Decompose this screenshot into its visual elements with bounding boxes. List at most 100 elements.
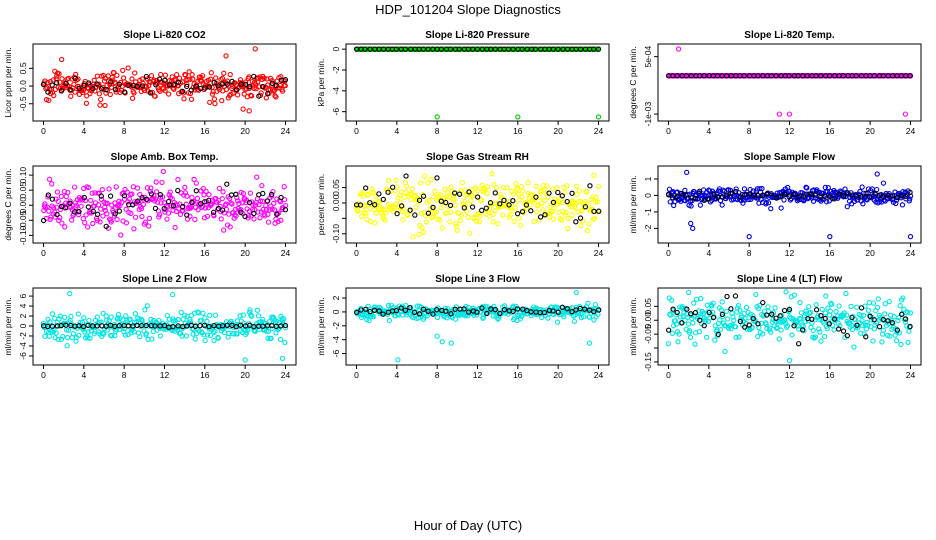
data-point — [518, 183, 525, 190]
reference-point — [107, 193, 114, 199]
data-point — [265, 328, 272, 334]
reference-point — [528, 309, 534, 315]
data-point — [811, 335, 817, 341]
outlier-point — [573, 289, 579, 296]
data-point — [47, 216, 53, 223]
data-point — [49, 181, 55, 187]
data-point — [484, 184, 491, 190]
main-title: HDP_101204 Slope Diagnostics — [375, 2, 561, 17]
data-point — [226, 330, 232, 337]
data-point — [719, 202, 725, 208]
reference-point — [219, 81, 226, 87]
panel-6: Slope Line 2 Flow ml/min per min. 0 4 8 12 16 2… — [3, 274, 297, 380]
data-point — [736, 334, 742, 340]
data-point — [123, 206, 129, 212]
x-tick-label: 0 — [666, 248, 671, 258]
data-point — [461, 198, 468, 205]
data-point — [272, 93, 278, 99]
x-tick-label: 8 — [435, 248, 440, 258]
reference-point — [899, 311, 905, 317]
data-point — [149, 336, 155, 342]
data-point — [275, 218, 281, 225]
data-point — [563, 209, 569, 216]
data-point — [681, 310, 687, 316]
data-point — [432, 188, 438, 194]
reference-point — [144, 196, 150, 202]
x-tick-label: 20 — [240, 126, 250, 136]
data-point — [129, 95, 136, 101]
panel-2: Slope Li-820 Temp. degrees C per min. 0 4 8 1… — [628, 30, 922, 136]
data-point — [130, 184, 137, 190]
data-point — [98, 96, 104, 103]
data-point — [156, 317, 162, 324]
data-point — [279, 88, 286, 94]
data-point — [821, 333, 828, 340]
data-point — [144, 185, 151, 191]
data-point — [591, 215, 598, 222]
outlier-point — [67, 290, 73, 297]
reference-point — [795, 194, 801, 200]
data-point — [85, 184, 92, 191]
data-point — [46, 176, 53, 182]
reference-point — [407, 305, 413, 311]
reference-point — [479, 305, 485, 311]
data-point — [434, 314, 441, 321]
data-point — [825, 185, 831, 191]
data-point — [755, 333, 761, 340]
data-point — [698, 295, 704, 302]
data-point — [825, 305, 831, 311]
data-point — [56, 71, 62, 77]
y-axis-label: ml/min per min. — [3, 297, 13, 355]
data-point — [732, 324, 739, 330]
panel-7: Slope Line 3 Flow ml/min per min. 0 4 8 12 16 2… — [316, 274, 610, 380]
data-point — [209, 91, 216, 97]
reference-point — [867, 313, 873, 320]
data-point — [453, 220, 459, 227]
data-point — [882, 301, 888, 307]
data-point — [185, 77, 191, 83]
reference-point — [898, 193, 904, 199]
reference-point — [813, 307, 820, 313]
data-point — [806, 304, 812, 310]
data-point — [730, 314, 736, 320]
data-point — [519, 194, 525, 200]
reference-point — [269, 322, 275, 329]
panel-3: Slope Amb. Box Temp. degrees C per min. 0 4… — [3, 152, 297, 258]
data-point — [531, 218, 537, 225]
data-point — [447, 219, 453, 225]
reference-point — [483, 205, 489, 211]
data-point — [104, 200, 110, 206]
data-point — [453, 223, 460, 229]
data-point — [448, 209, 454, 215]
x-tick-label: 20 — [240, 370, 250, 380]
reference-point — [456, 46, 462, 52]
outlier-point — [746, 233, 752, 240]
data-point — [123, 220, 130, 226]
reference-point — [372, 202, 378, 208]
data-point — [246, 74, 252, 80]
data-point — [192, 336, 198, 342]
y-tick-label: 0.05 — [331, 179, 341, 196]
data-point — [91, 77, 97, 83]
data-point — [363, 210, 369, 216]
x-tick-label: 12 — [785, 126, 795, 136]
data-point — [78, 203, 84, 209]
data-point — [778, 205, 784, 211]
data-point — [516, 215, 522, 221]
data-point — [455, 210, 462, 217]
data-point — [203, 188, 209, 195]
data-point — [88, 197, 94, 204]
data-point — [828, 300, 834, 306]
outlier-point — [434, 114, 440, 120]
data-point — [851, 344, 857, 350]
data-point — [858, 312, 864, 319]
x-tick-label: 20 — [240, 248, 250, 258]
data-point — [464, 208, 470, 215]
y-axis-label: Licor ppm per min. — [3, 47, 13, 117]
data-point — [562, 212, 569, 218]
data-point — [875, 296, 881, 302]
data-point — [82, 197, 89, 204]
reference-point — [872, 190, 878, 197]
data-point — [454, 227, 460, 233]
data-point — [266, 318, 273, 325]
